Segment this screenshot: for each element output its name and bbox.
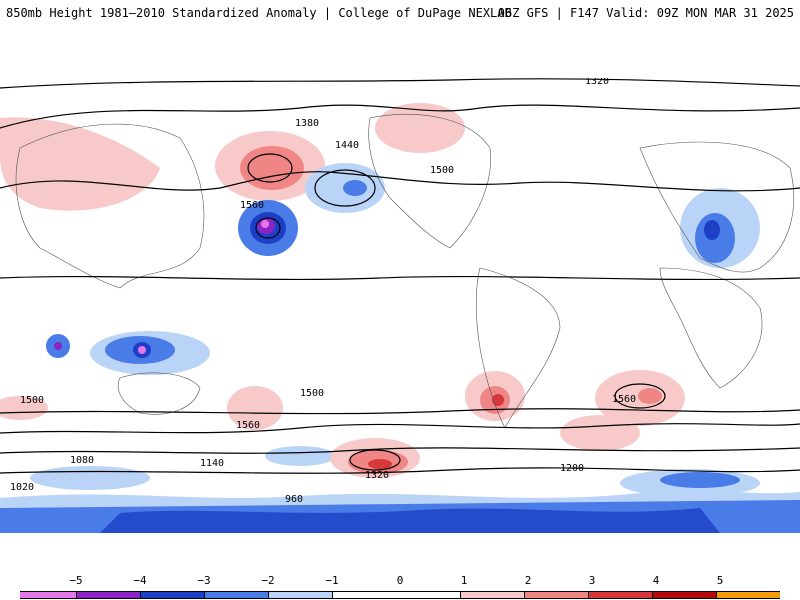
contour-label: 1200	[560, 463, 584, 474]
header: 850mb Height 1981–2010 Standardized Anom…	[0, 0, 800, 26]
colorbar-label: −2	[261, 574, 275, 587]
colorbar-label: 1	[460, 574, 468, 587]
colorbar-segment	[204, 592, 268, 598]
height-contours	[0, 78, 800, 474]
colorbar-label: 3	[588, 574, 596, 587]
map-title: 850mb Height 1981–2010 Standardized Anom…	[6, 6, 512, 20]
contour-label: 960	[285, 494, 303, 505]
colorbar-label: −4	[133, 574, 147, 587]
colorbar-segment	[332, 592, 460, 598]
contour-label: 1500	[20, 395, 44, 406]
contour-label: 1560	[612, 394, 636, 405]
colorbar-segment	[20, 592, 76, 598]
colorbar-segment	[716, 592, 780, 598]
colorbar-segment	[76, 592, 140, 598]
colorbar-segment	[588, 592, 652, 598]
colorbar-segment	[524, 592, 588, 598]
colorbar-label: 5	[716, 574, 724, 587]
model-run-info: 06Z GFS | F147 Valid: 09Z MON MAR 31 202…	[497, 6, 794, 20]
contour-label-group: 1260 1320 1380 1440 1500 1560 1500 1500 …	[10, 78, 636, 505]
colorbar-scale	[20, 591, 780, 599]
contour-label: 1500	[300, 388, 324, 399]
colorbar-label: 2	[524, 574, 532, 587]
contour-label: 1020	[10, 482, 34, 493]
colorbar-label: 0	[396, 574, 404, 587]
contour-label: 1320	[585, 78, 609, 87]
colorbar-segment	[652, 592, 716, 598]
contour-label: 1560	[236, 420, 260, 431]
contour-label: 1080	[70, 455, 94, 466]
colorbar: −5 −4 −3 −2 −1 0 1 2 3 4 5	[0, 570, 800, 600]
colorbar-label: −3	[197, 574, 211, 587]
contour-label: 1140	[200, 458, 224, 469]
colorbar-label: −5	[69, 574, 83, 587]
anomaly-shading	[0, 103, 800, 533]
coastlines	[15, 113, 795, 429]
colorbar-label: 4	[652, 574, 660, 587]
contour-label: 1320	[365, 470, 389, 481]
contour-label: 1440	[335, 140, 359, 151]
colorbar-segment	[460, 592, 524, 598]
contour-label: 1500	[430, 165, 454, 176]
contour-label: 1260	[292, 78, 316, 79]
contour-label: 1560	[240, 200, 264, 211]
colorbar-label: −1	[325, 574, 339, 587]
contour-label: 1380	[295, 118, 319, 129]
colorbar-segment	[268, 592, 332, 598]
anomaly-map: 1260 1320 1380 1440 1500 1560 1500 1500 …	[0, 78, 800, 533]
colorbar-segment	[140, 592, 204, 598]
